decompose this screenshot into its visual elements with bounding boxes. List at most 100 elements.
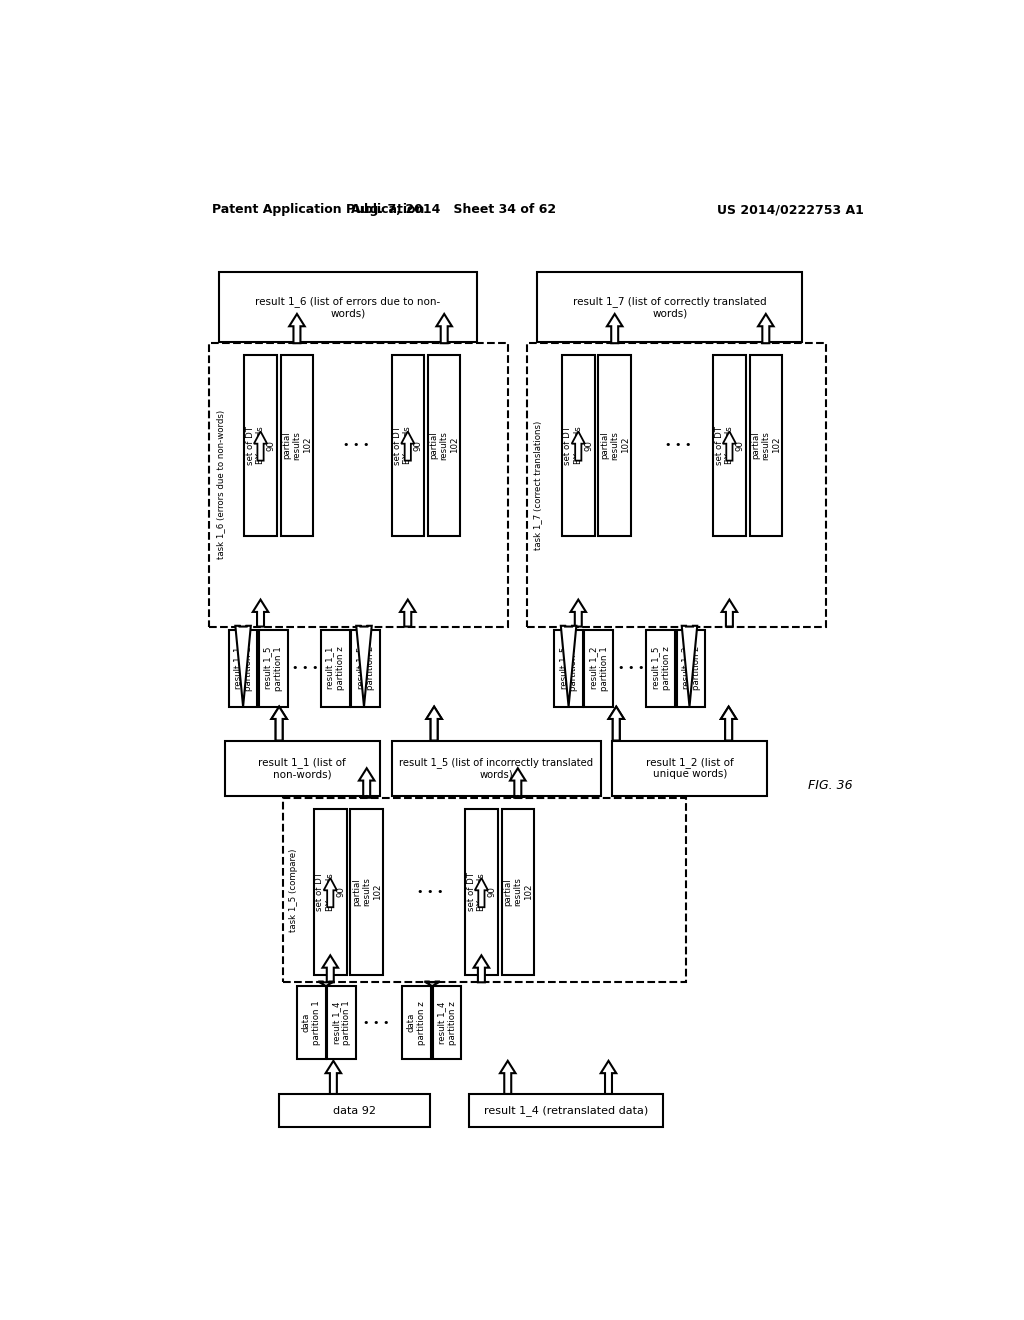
FancyBboxPatch shape: [219, 272, 477, 342]
Text: Aug. 7, 2014   Sheet 34 of 62: Aug. 7, 2014 Sheet 34 of 62: [351, 203, 556, 216]
Polygon shape: [608, 706, 624, 741]
Polygon shape: [271, 706, 287, 741]
Text: result 1_7 (list of correctly translated
words): result 1_7 (list of correctly translated…: [572, 296, 767, 318]
Text: result 1_2
partition 1: result 1_2 partition 1: [589, 645, 608, 690]
Text: partial
results
102: partial results 102: [352, 878, 382, 907]
FancyBboxPatch shape: [321, 630, 349, 706]
Text: data 92: data 92: [333, 1106, 376, 1115]
Polygon shape: [475, 878, 488, 907]
Polygon shape: [318, 982, 334, 986]
FancyBboxPatch shape: [297, 986, 326, 1059]
Text: result 1_4 (retranslated data): result 1_4 (retranslated data): [483, 1105, 648, 1117]
Polygon shape: [608, 706, 624, 741]
Polygon shape: [426, 706, 442, 741]
FancyBboxPatch shape: [502, 809, 535, 974]
FancyBboxPatch shape: [328, 986, 356, 1059]
Text: US 2014/0222753 A1: US 2014/0222753 A1: [717, 203, 864, 216]
FancyBboxPatch shape: [228, 630, 257, 706]
FancyBboxPatch shape: [428, 355, 461, 536]
Polygon shape: [359, 768, 375, 797]
Text: result 1_5
partition 1: result 1_5 partition 1: [559, 645, 579, 690]
Polygon shape: [326, 1061, 341, 1094]
Text: set of DT
EX mods
90: set of DT EX mods 90: [393, 426, 423, 465]
Polygon shape: [723, 432, 736, 461]
Text: FIG. 36: FIG. 36: [809, 779, 853, 792]
Polygon shape: [682, 626, 697, 706]
Text: result 1_6 (list of errors due to non-
words): result 1_6 (list of errors due to non- w…: [255, 296, 440, 318]
Text: result 1_2 (list of
unique words): result 1_2 (list of unique words): [646, 756, 734, 780]
Text: task 1_6 (errors due to non-words): task 1_6 (errors due to non-words): [216, 411, 224, 560]
Polygon shape: [474, 956, 489, 982]
Polygon shape: [722, 599, 737, 627]
FancyBboxPatch shape: [391, 355, 424, 536]
Text: result 1_4
partition 1: result 1_4 partition 1: [332, 1001, 351, 1045]
Polygon shape: [253, 599, 268, 627]
Polygon shape: [607, 314, 623, 343]
Polygon shape: [510, 796, 525, 797]
FancyBboxPatch shape: [562, 355, 595, 536]
Polygon shape: [721, 706, 736, 741]
FancyBboxPatch shape: [351, 630, 380, 706]
Text: partial
results
102: partial results 102: [282, 430, 312, 459]
Text: set of DT
EX mods
90: set of DT EX mods 90: [467, 873, 497, 911]
Text: result 1_5
partition z: result 1_5 partition z: [355, 647, 375, 690]
Text: data
partition 1: data partition 1: [302, 1001, 321, 1045]
FancyBboxPatch shape: [612, 741, 767, 796]
FancyBboxPatch shape: [554, 630, 583, 706]
Polygon shape: [758, 314, 773, 343]
FancyBboxPatch shape: [209, 343, 508, 627]
Text: result 1_5
partition z: result 1_5 partition z: [651, 647, 671, 690]
FancyBboxPatch shape: [402, 986, 431, 1059]
Polygon shape: [289, 314, 305, 343]
Text: result 1_1
partition 1: result 1_1 partition 1: [233, 645, 253, 690]
Text: result 1_2
partition z: result 1_2 partition z: [681, 647, 700, 690]
Text: • • •: • • •: [362, 1018, 389, 1028]
Text: result 1_5 (list of incorrectly translated
words): result 1_5 (list of incorrectly translat…: [399, 756, 593, 780]
Text: set of DT
EX mods
90: set of DT EX mods 90: [246, 426, 275, 465]
FancyBboxPatch shape: [598, 355, 631, 536]
Text: task 1_5 (compare): task 1_5 (compare): [290, 849, 298, 932]
Text: result 1_1 (list of
non-words): result 1_1 (list of non-words): [258, 756, 346, 780]
FancyBboxPatch shape: [281, 355, 313, 536]
Text: • • •: • • •: [417, 887, 443, 896]
FancyBboxPatch shape: [538, 272, 802, 342]
Text: set of DT
EX mods
90: set of DT EX mods 90: [563, 426, 593, 465]
Text: partial
results
102: partial results 102: [600, 430, 630, 459]
FancyBboxPatch shape: [245, 355, 276, 536]
FancyBboxPatch shape: [283, 797, 686, 982]
Polygon shape: [400, 599, 416, 627]
Polygon shape: [401, 432, 415, 461]
Polygon shape: [323, 956, 338, 982]
Text: result 1_4
partition z: result 1_4 partition z: [437, 1001, 457, 1044]
FancyBboxPatch shape: [465, 809, 498, 974]
Text: • • •: • • •: [292, 663, 318, 673]
Text: partial
results
102: partial results 102: [429, 430, 459, 459]
Text: set of DT
EX mods
90: set of DT EX mods 90: [315, 873, 345, 911]
Polygon shape: [356, 626, 372, 706]
FancyBboxPatch shape: [259, 630, 288, 706]
FancyBboxPatch shape: [527, 343, 825, 627]
Polygon shape: [436, 314, 452, 343]
Text: Patent Application Publication: Patent Application Publication: [212, 203, 424, 216]
FancyBboxPatch shape: [469, 1094, 663, 1127]
Polygon shape: [359, 796, 375, 797]
FancyBboxPatch shape: [350, 809, 383, 974]
Text: partial
results
102: partial results 102: [751, 430, 780, 459]
Text: • • •: • • •: [665, 441, 691, 450]
Polygon shape: [561, 626, 577, 706]
FancyBboxPatch shape: [713, 355, 745, 536]
Polygon shape: [236, 626, 251, 706]
FancyBboxPatch shape: [432, 986, 461, 1059]
Polygon shape: [271, 706, 287, 741]
Polygon shape: [721, 706, 736, 741]
Polygon shape: [570, 599, 586, 627]
FancyBboxPatch shape: [391, 741, 601, 796]
Polygon shape: [510, 768, 525, 797]
Polygon shape: [324, 878, 337, 907]
FancyBboxPatch shape: [646, 630, 675, 706]
Text: • • •: • • •: [343, 441, 370, 450]
Polygon shape: [426, 706, 442, 741]
Polygon shape: [424, 982, 440, 986]
Text: • • •: • • •: [617, 663, 644, 673]
FancyBboxPatch shape: [225, 741, 380, 796]
